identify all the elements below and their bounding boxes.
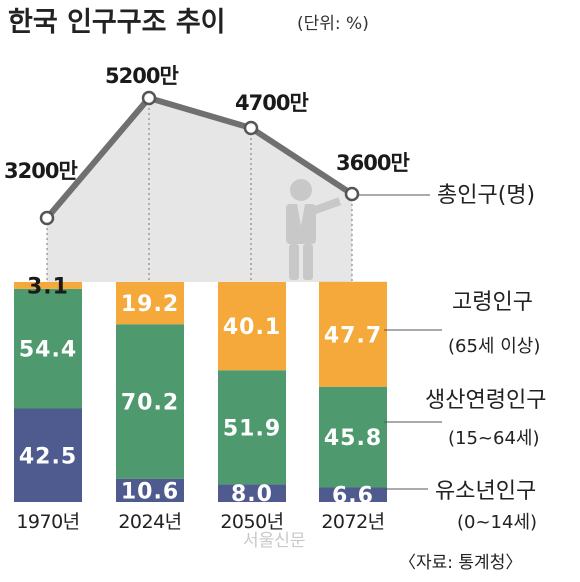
legend-working-range: (15~64세) — [448, 428, 540, 449]
population-labels: 3200만 5200만 4700만 3600만 — [4, 64, 410, 183]
segment-label-youth: 42.5 — [19, 444, 77, 469]
segment-label-working: 54.4 — [19, 338, 77, 363]
segment-label-working: 51.9 — [223, 416, 281, 441]
watermark: 서울신문 — [243, 531, 306, 551]
population-label: 5200만 — [105, 64, 178, 88]
population-markers — [39, 90, 360, 226]
population-label: 4700만 — [235, 91, 308, 115]
segment-label-elderly: 3.1 — [27, 274, 69, 299]
bar-segment-working — [116, 324, 184, 479]
bar-segment-working — [14, 288, 82, 409]
bar-segment-youth — [218, 484, 286, 502]
x-tick-label: 2072년 — [321, 511, 384, 533]
chart-title: 한국 인구구조 추이 — [8, 7, 226, 38]
bar-segment-elderly — [218, 282, 286, 371]
bar-segment-youth — [319, 487, 387, 502]
legend-youth-range: (0~14세) — [457, 512, 537, 533]
bar-segment-elderly — [319, 281, 387, 387]
bar-segment-youth — [116, 478, 184, 502]
presenter-person-icon — [286, 179, 342, 280]
population-marker — [141, 90, 157, 106]
guide-lines — [46, 98, 353, 282]
segment-label-elderly: 47.7 — [324, 323, 382, 348]
legend-total: 총인구(명) — [437, 183, 535, 208]
legend-elderly-label: 고령인구 — [452, 290, 533, 315]
population-label: 3600만 — [336, 151, 409, 175]
unit-note: (단위: %) — [297, 14, 369, 34]
population-label: 3200만 — [4, 159, 77, 183]
legend-elderly-range: (65세 이상) — [448, 336, 540, 357]
legend-youth-label: 유소년인구 — [435, 479, 536, 504]
bar-segment-working — [218, 370, 286, 485]
segment-labels: 42.5 54.4 3.1 10.6 70.2 19.2 8.0 51.9 40.1 6.6 45.… — [19, 274, 382, 509]
segment-label-youth: 10.6 — [121, 479, 179, 504]
bar-segment-working — [319, 386, 387, 488]
bar-segment-youth — [14, 408, 82, 502]
segment-label-elderly: 19.2 — [121, 292, 179, 317]
x-axis-labels: 1970년 2024년 2050년 2072년 — [16, 511, 385, 533]
population-line — [44, 95, 354, 220]
segment-label-elderly: 40.1 — [223, 315, 281, 340]
segment-label-youth: 8.0 — [231, 482, 273, 507]
population-marker — [39, 210, 55, 226]
population-area — [47, 98, 352, 282]
population-marker — [344, 186, 360, 202]
x-tick-label: 2024년 — [118, 511, 181, 533]
segment-label-youth: 6.6 — [332, 484, 374, 509]
x-tick-label: 1970년 — [16, 511, 79, 533]
legend-connectors — [358, 194, 442, 490]
bar-segment-elderly — [116, 282, 184, 325]
segment-label-working: 70.2 — [121, 390, 179, 415]
source-note: 〈자료: 통계청〉 — [399, 553, 522, 573]
x-tick-label: 2050년 — [220, 511, 283, 533]
stacked-bars — [14, 281, 387, 502]
population-marker — [243, 120, 259, 136]
legend-working-label: 생산연령인구 — [425, 388, 546, 413]
bar-segment-elderly — [14, 282, 82, 289]
segment-label-working: 45.8 — [324, 426, 382, 451]
